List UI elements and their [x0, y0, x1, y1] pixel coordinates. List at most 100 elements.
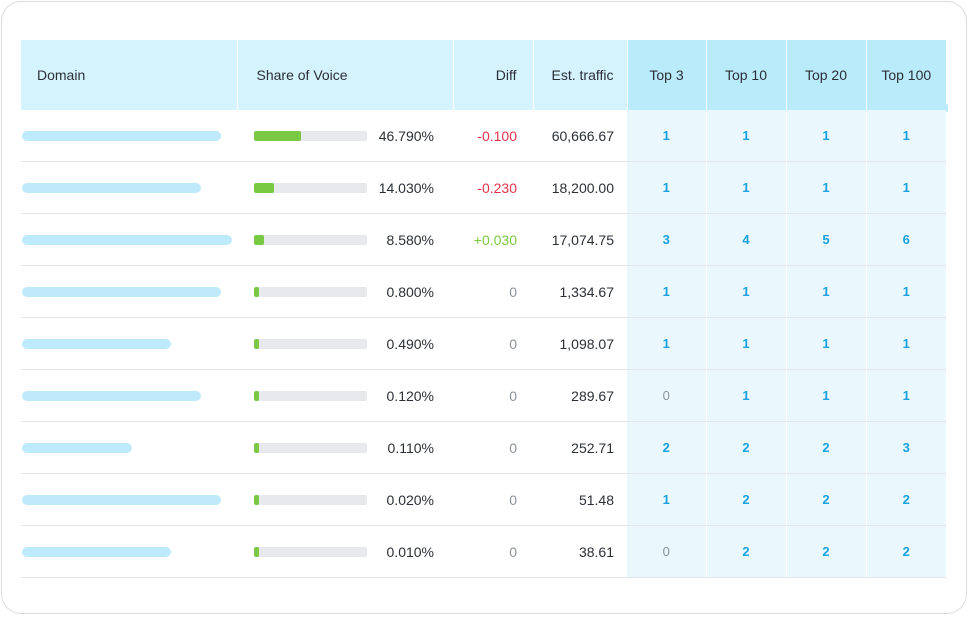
- top-10-value[interactable]: 1: [706, 369, 787, 422]
- column-header-top-10[interactable]: Top 10: [706, 40, 787, 110]
- top-3-value[interactable]: 1: [627, 110, 707, 162]
- diff-value: +0.030: [453, 213, 533, 266]
- share-of-voice-fill: [254, 234, 265, 245]
- domain-cell[interactable]: [21, 525, 237, 578]
- share-of-voice-track: [254, 286, 367, 297]
- table-row[interactable]: 8.580% +0.030 17,074.75 3 4 5 6: [21, 213, 946, 266]
- column-header-est-traffic[interactable]: Est. traffic: [533, 40, 628, 110]
- column-header-domain[interactable]: Domain: [21, 40, 238, 110]
- table-body: 46.790% -0.100 60,666.67 1 1 1 1 14.030% -0.230 1…: [21, 110, 946, 578]
- domain-placeholder-bar: [22, 494, 221, 505]
- top-3-value[interactable]: 2: [627, 421, 707, 474]
- top-10-value[interactable]: 2: [706, 525, 787, 578]
- top-20-value[interactable]: 1: [786, 369, 867, 422]
- top-10-value[interactable]: 1: [706, 265, 787, 318]
- top-20-value[interactable]: 5: [786, 213, 867, 266]
- table-row[interactable]: 0.120% 0 289.67 0 1 1 1: [21, 369, 946, 422]
- domain-cell[interactable]: [21, 473, 237, 526]
- share-of-voice-value: 0.020%: [386, 491, 434, 508]
- column-header-top-100[interactable]: Top 100: [866, 40, 946, 110]
- table-row[interactable]: 0.010% 0 38.61 0 2 2 2: [21, 525, 946, 578]
- top-100-value[interactable]: 2: [866, 525, 946, 578]
- share-of-voice-track: [254, 130, 367, 141]
- top-100-value[interactable]: 1: [866, 161, 946, 214]
- domain-placeholder-bar: [22, 130, 221, 141]
- top-100-value[interactable]: 2: [866, 473, 946, 526]
- domain-cell[interactable]: [21, 110, 237, 162]
- top-100-value[interactable]: 6: [866, 213, 946, 266]
- domain-cell[interactable]: [21, 213, 237, 266]
- share-of-voice-fill: [254, 286, 259, 297]
- domain-placeholder-bar: [22, 390, 202, 401]
- diff-value: 0: [453, 525, 533, 578]
- top-20-value[interactable]: 1: [786, 161, 867, 214]
- domain-cell[interactable]: [21, 161, 237, 214]
- domain-placeholder-bar: [22, 546, 172, 557]
- table-row[interactable]: 0.020% 0 51.48 1 2 2 2: [21, 473, 946, 526]
- domain-cell[interactable]: [21, 317, 237, 370]
- top-10-value[interactable]: 1: [706, 317, 787, 370]
- top-10-value[interactable]: 2: [706, 473, 787, 526]
- top-3-value[interactable]: 1: [627, 161, 707, 214]
- domain-placeholder-bar: [22, 234, 232, 245]
- est-traffic-value: 17,074.75: [533, 213, 627, 266]
- top-3-value[interactable]: 1: [627, 317, 707, 370]
- domain-cell[interactable]: [21, 369, 237, 422]
- share-of-voice-track: [254, 182, 367, 193]
- top-3-value[interactable]: 1: [627, 265, 707, 318]
- table-row[interactable]: 0.110% 0 252.71 2 2 2 3: [21, 421, 946, 474]
- top-3-value[interactable]: 0: [627, 525, 707, 578]
- share-of-voice-value: 14.030%: [378, 179, 434, 196]
- share-of-voice-track: [254, 546, 367, 557]
- top-100-value[interactable]: 3: [866, 421, 946, 474]
- share-of-voice-track: [254, 390, 367, 401]
- top-20-value[interactable]: 1: [786, 317, 867, 370]
- top-100-value[interactable]: 1: [866, 317, 946, 370]
- domain-placeholder-bar: [22, 182, 202, 193]
- share-of-voice-value: 46.790%: [378, 127, 434, 144]
- column-header-share-of-voice[interactable]: Share of Voice: [237, 40, 454, 110]
- domain-cell[interactable]: [21, 421, 237, 474]
- column-header-diff[interactable]: Diff: [453, 40, 534, 110]
- top-3-value[interactable]: 0: [627, 369, 707, 422]
- est-traffic-value: 1,334.67: [533, 265, 627, 318]
- table-row[interactable]: 46.790% -0.100 60,666.67 1 1 1 1: [21, 110, 946, 162]
- top-3-value[interactable]: 1: [627, 473, 707, 526]
- diff-value: 0: [453, 421, 533, 474]
- diff-value: 0: [453, 369, 533, 422]
- top-20-value[interactable]: 2: [786, 421, 867, 474]
- top-100-value[interactable]: 1: [866, 110, 946, 162]
- top-10-value[interactable]: 2: [706, 421, 787, 474]
- share-of-voice-value: 0.800%: [386, 283, 434, 300]
- top-20-value[interactable]: 2: [786, 525, 867, 578]
- table-row[interactable]: 14.030% -0.230 18,200.00 1 1 1 1: [21, 161, 946, 214]
- top-20-value[interactable]: 1: [786, 265, 867, 318]
- share-of-voice-fill: [254, 182, 275, 193]
- top-20-value[interactable]: 1: [786, 110, 867, 162]
- diff-value: 0: [453, 473, 533, 526]
- share-of-voice-value: 0.110%: [387, 439, 434, 456]
- share-of-voice-value: 8.580%: [386, 231, 434, 248]
- est-traffic-value: 18,200.00: [533, 161, 627, 214]
- table-row[interactable]: 0.490% 0 1,098.07 1 1 1 1: [21, 317, 946, 370]
- domain-cell[interactable]: [21, 265, 237, 318]
- domain-placeholder-bar: [22, 338, 172, 349]
- share-of-voice-table: Domain Share of Voice Diff Est. traffic …: [21, 40, 946, 578]
- top-10-value[interactable]: 4: [706, 213, 787, 266]
- top-3-value[interactable]: 3: [627, 213, 707, 266]
- est-traffic-value: 38.61: [533, 525, 627, 578]
- table-row[interactable]: 0.800% 0 1,334.67 1 1 1 1: [21, 265, 946, 318]
- top-100-value[interactable]: 1: [866, 369, 946, 422]
- column-header-top-20[interactable]: Top 20: [786, 40, 867, 110]
- share-of-voice-fill: [254, 390, 259, 401]
- share-of-voice-cell: 0.490%: [237, 317, 453, 370]
- share-of-voice-track: [254, 234, 367, 245]
- domain-placeholder-bar: [22, 286, 221, 297]
- top-20-value[interactable]: 2: [786, 473, 867, 526]
- column-header-top-3[interactable]: Top 3: [627, 40, 707, 110]
- est-traffic-value: 1,098.07: [533, 317, 627, 370]
- top-100-value[interactable]: 1: [866, 265, 946, 318]
- top-10-value[interactable]: 1: [706, 161, 787, 214]
- est-traffic-value: 60,666.67: [533, 110, 627, 162]
- top-10-value[interactable]: 1: [706, 110, 787, 162]
